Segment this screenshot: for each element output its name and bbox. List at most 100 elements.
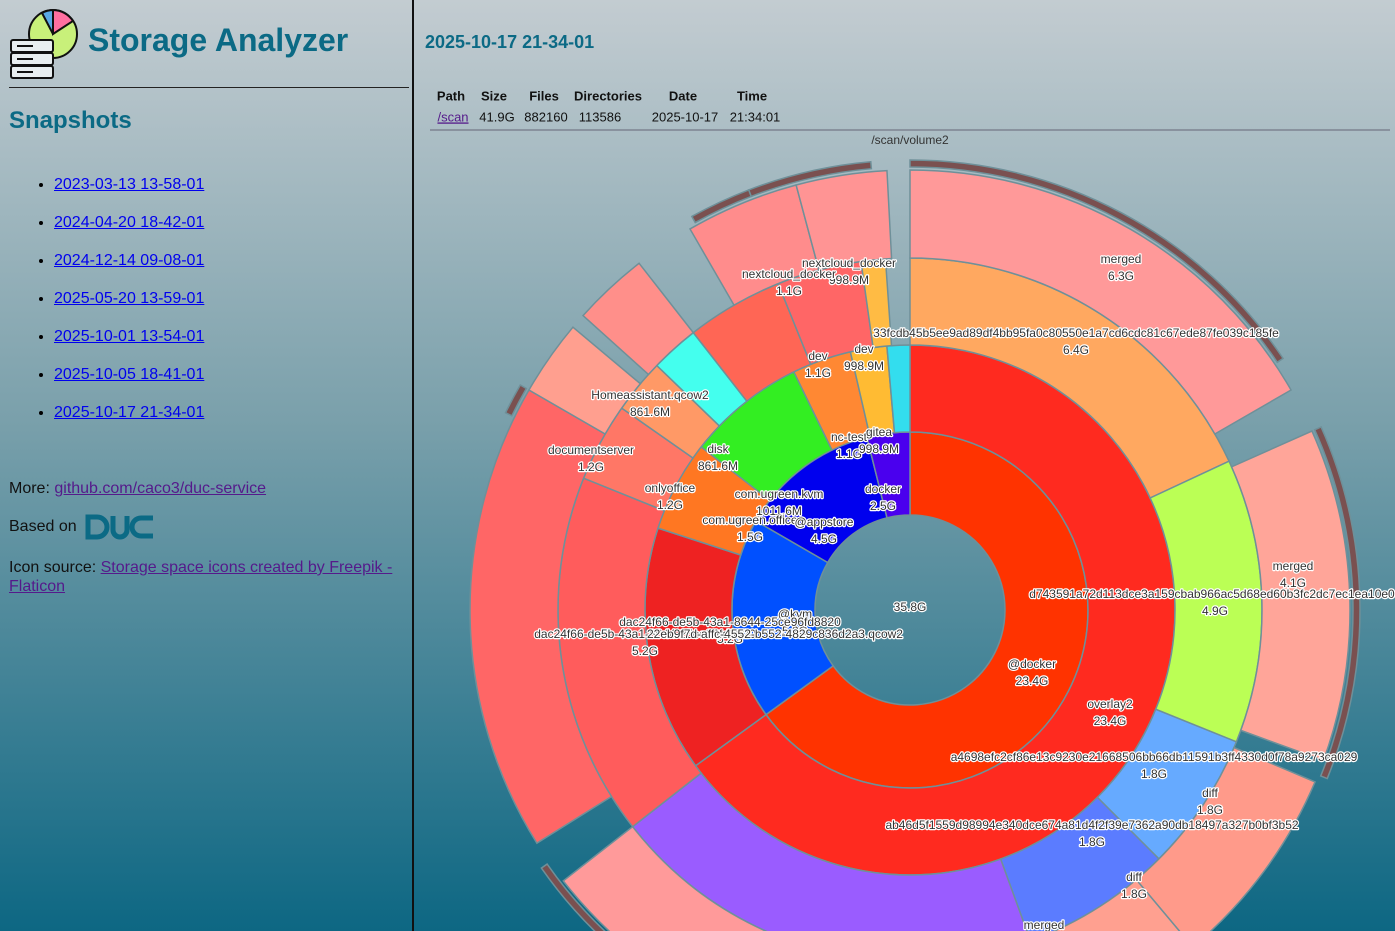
snapshot-link[interactable]: 2025-10-01 13-54-01 [54, 328, 205, 345]
segment-size: 2.5G [870, 499, 896, 513]
more-link[interactable]: github.com/caco3/duc-service [54, 480, 267, 497]
sunburst-segment [581, 262, 695, 376]
snapshot-title: 2025-10-17 21-34-01 [425, 32, 594, 52]
segment-name: gitea [866, 425, 892, 439]
segment-name: overlay2 [1087, 697, 1133, 711]
segment-name: merged [1273, 559, 1314, 573]
segment-size: 861.6M [698, 459, 738, 473]
duc-logo [85, 514, 153, 540]
table-cell: 882160 [524, 109, 567, 124]
segment-name: ab46d5f1559d98994e340dce674a81d4f2f39e73… [885, 818, 1298, 832]
snapshot-link[interactable]: 2023-03-13 13-58-01 [54, 176, 205, 193]
sunburst: /scan/volume2 35.8G merged 6.3G 33fcdb45b5ee… [469, 133, 1395, 931]
sunburst-segment [1230, 430, 1351, 762]
segment-name: nextcloud_docker [802, 256, 896, 270]
segment-size: 861.6M [630, 405, 670, 419]
sunburst-segment [795, 169, 893, 271]
segment-name: 22eb9f7d-affc-4552-b552-4829c836d2a3.qco… [647, 627, 903, 641]
segment-size: 1.2G [578, 460, 604, 474]
table-cell: 41.9G [479, 109, 514, 124]
segment-name: onlyoffice [645, 481, 696, 495]
segment-name: nc-test [831, 430, 868, 444]
sunburst-root: /scan/volume2 [871, 133, 949, 147]
segment-size: 1.8G [1079, 835, 1105, 849]
table-header: Time [737, 88, 767, 103]
segment-size: 23.4G [1094, 714, 1127, 728]
divider [9, 87, 409, 88]
table-header: Date [669, 88, 697, 103]
icon-source-label: Icon source: [9, 559, 97, 576]
icon-source-link[interactable]: Storage space icons created by Freepik -… [9, 559, 393, 595]
segment-size: 5.2G [632, 644, 658, 658]
segment-size: 4.5G [811, 532, 837, 546]
sunburst-segment [909, 169, 1293, 436]
segment-name: 33fcdb45b5ee9ad89df4bb95fa0c80550e1a7cd6… [873, 326, 1279, 340]
segment-size: 1.1G [776, 284, 802, 298]
segment-name: com.ugreen.kvm [735, 487, 824, 501]
segment-size: 6.3G [1108, 269, 1134, 283]
segment-size: 1.1G [805, 366, 831, 380]
snapshot-item: 2024-12-14 09-08-01 [54, 252, 204, 290]
segment-size: 1.8G [1121, 887, 1147, 901]
snapshot-item: 2025-10-01 13-54-01 [54, 328, 204, 366]
sunburst-segment [562, 825, 768, 931]
path-link[interactable]: /scan [437, 109, 468, 124]
snapshot-list: 2023-03-13 13-58-01 2024-04-20 18-42-01 20… [14, 176, 204, 442]
segment-name: a4698efc2cf86e13c9230e21668506bb66db1159… [951, 750, 1358, 764]
segment-size: 6.4G [1063, 343, 1089, 357]
sunburst-total: 35.8G [894, 600, 927, 614]
snapshot-link[interactable]: 2025-10-17 21-34-01 [54, 404, 205, 421]
segment-name: @kvm [778, 607, 812, 621]
app-icon [10, 8, 78, 79]
sunburst-segment [527, 326, 642, 436]
segment-name: @appstore [795, 515, 854, 529]
table-cell: 21:34:01 [730, 109, 781, 124]
snapshot-item: 2025-10-05 18-41-01 [54, 366, 204, 404]
more-label: More: [9, 480, 50, 497]
segment-size: 5.2G [782, 624, 808, 638]
segment-name: Homeassistant.qcow2 [591, 388, 709, 402]
segment-name: docker [865, 482, 901, 496]
segment-size: 1.8G [1197, 803, 1223, 817]
sunburst-segment [886, 344, 911, 434]
sunburst-segment [504, 383, 528, 417]
segment-name: com.ugreen.office [702, 513, 797, 527]
segment-size: 5.2G [717, 632, 743, 646]
snapshot-link[interactable]: 2025-10-05 18-41-01 [54, 366, 205, 383]
segment-size: 1011.6M [756, 504, 802, 518]
based-on-line: Based on [9, 518, 77, 536]
sunburst-segment [1313, 425, 1361, 780]
segment-size: 1.1G [836, 447, 862, 461]
segment-name: dac24f66-de5b-43a1-8644-25ce96fd8820 [534, 627, 756, 641]
sunburst-segment [1052, 878, 1181, 931]
main-panel: 2025-10-17 21-34-01 /scan/volume2 35.8G me… [425, 32, 1395, 931]
sunburst-segment [747, 160, 873, 198]
segment-name: merged [1024, 918, 1065, 931]
segment-size: 1.8G [1141, 767, 1167, 781]
snapshot-item: 2025-05-20 13-59-01 [54, 290, 204, 328]
based-on-label: Based on [9, 518, 77, 535]
snapshot-item: 2024-04-20 18-42-01 [54, 214, 204, 252]
snapshot-link[interactable]: 2025-05-20 13-59-01 [54, 290, 205, 307]
sunburst-segment [909, 159, 1285, 364]
segment-name: diff [1202, 786, 1218, 800]
snapshot-link[interactable]: 2024-04-20 18-42-01 [54, 214, 205, 231]
table-header: Directories [574, 88, 642, 103]
segment-name: diff [1126, 870, 1142, 884]
segment-name: disk [707, 442, 729, 456]
table-header: Size [481, 88, 507, 103]
segment-size: 4.9G [1202, 604, 1228, 618]
app-title: Storage Analyzer [88, 22, 349, 58]
snapshot-link[interactable]: 2024-12-14 09-08-01 [54, 252, 205, 269]
segment-name: dev [808, 349, 827, 363]
more-line: More: github.com/caco3/duc-service [9, 480, 266, 498]
icon-source: Icon source: Storage space icons created… [9, 558, 409, 596]
segment-size: 998.9M [859, 442, 899, 456]
segment-name: @docker [1008, 657, 1056, 671]
table-header: Path [437, 88, 465, 103]
sidebar: Storage Analyzer Snapshots 2023-03-13 13… [0, 0, 414, 931]
segment-name: merged [1101, 252, 1142, 266]
segment-size: 1.2G [657, 498, 683, 512]
table-cell: 113586 [579, 109, 621, 124]
